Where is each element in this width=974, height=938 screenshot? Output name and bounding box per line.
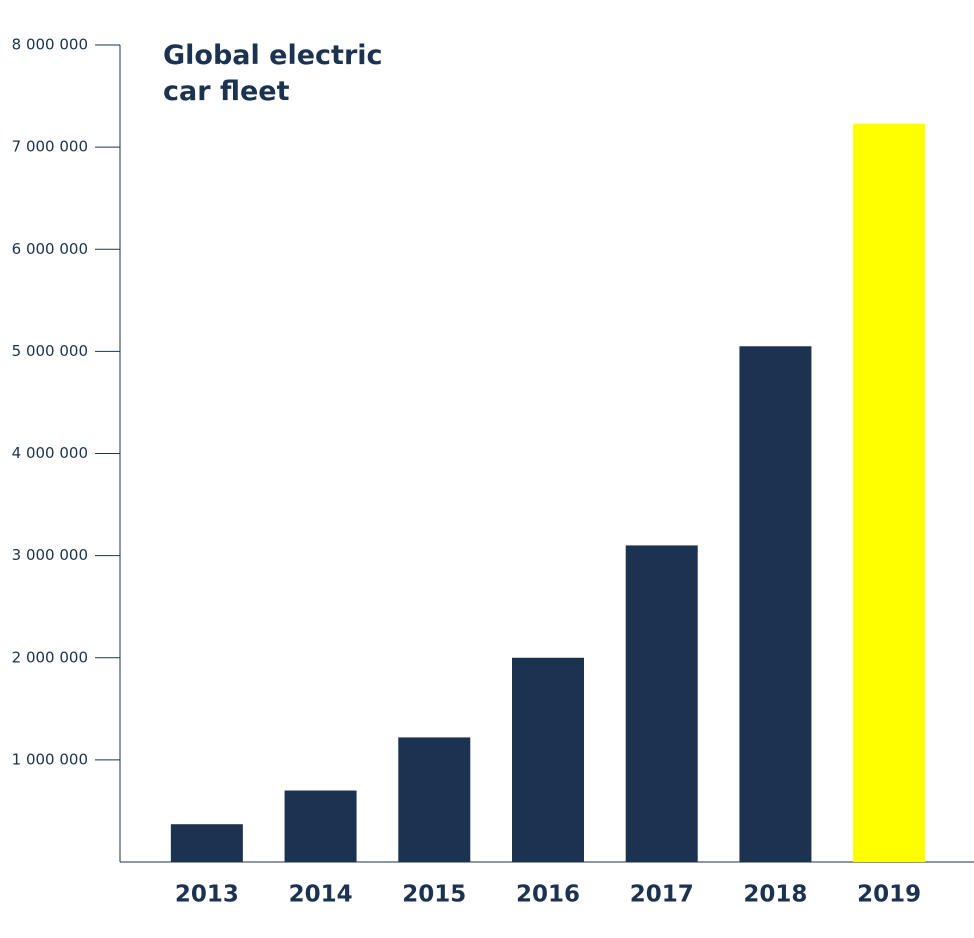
y-tick-label: 3 000 000	[12, 546, 88, 564]
bar	[739, 346, 812, 862]
y-tick-label: 1 000 000	[12, 750, 88, 768]
bar	[284, 790, 357, 862]
x-tick-label: 2017	[630, 882, 694, 908]
y-tick-label: 6 000 000	[12, 240, 88, 258]
x-tick-label: 2016	[516, 882, 580, 908]
y-tick-label: 4 000 000	[12, 444, 88, 462]
chart-title: Global electric car fleet	[163, 40, 383, 107]
bar	[512, 657, 584, 862]
y-tick-label: 8 000 000	[12, 36, 88, 54]
x-tick-label: 2014	[289, 882, 353, 908]
x-tick-label: 2015	[402, 882, 466, 908]
y-tick-label: 5 000 000	[12, 342, 88, 360]
x-tick-label: 2013	[175, 882, 239, 908]
bar	[170, 824, 243, 862]
x-tick-label: 2019	[857, 882, 921, 908]
bar	[853, 123, 926, 863]
y-tick-label: 7 000 000	[12, 138, 88, 156]
bar	[625, 545, 698, 862]
y-tick-label: 2 000 000	[12, 648, 88, 666]
bar	[398, 737, 471, 862]
x-tick-label: 2018	[743, 882, 807, 908]
